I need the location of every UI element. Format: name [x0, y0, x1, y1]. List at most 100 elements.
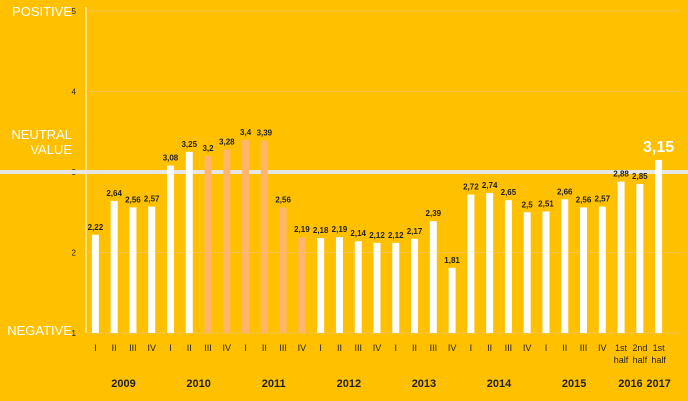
bar-value-label: 2,57	[595, 195, 611, 204]
x-tick-label: III	[354, 343, 362, 353]
bar-value-label: 2,57	[144, 195, 160, 204]
bar	[542, 211, 550, 333]
x-tick-label: IV	[598, 343, 607, 353]
bar	[504, 200, 512, 333]
x-tick-label: III	[505, 343, 513, 353]
year-label: 2011	[262, 378, 286, 390]
bar	[185, 151, 193, 333]
x-tick-label: I	[470, 343, 473, 353]
x-tick-label: II	[262, 343, 267, 353]
bar	[636, 184, 644, 333]
x-tick-label: III	[279, 343, 287, 353]
bar-value-label: 2,12	[369, 231, 385, 240]
x-tick-label: I	[244, 343, 247, 353]
bar-value-label: 3,39	[257, 129, 273, 138]
bar-value-label: 2,88	[613, 170, 629, 179]
x-tick-label: I	[545, 343, 548, 353]
bar	[617, 181, 625, 333]
bar	[561, 199, 569, 333]
bar-value-label: 2,12	[388, 231, 404, 240]
y-tick-label: 4	[72, 88, 77, 97]
bar	[223, 149, 231, 333]
bar-value-label: 3,15	[643, 139, 674, 156]
year-label: 2009	[111, 378, 135, 390]
x-tick-label: IV	[147, 343, 156, 353]
x-tick-label: I	[94, 343, 97, 353]
bar-value-label: 2,66	[557, 187, 573, 196]
x-tick-label: IV	[223, 343, 232, 353]
bar	[392, 242, 400, 333]
bar-value-label: 3,25	[181, 140, 197, 149]
x-tick-label: III	[580, 343, 588, 353]
bar-value-label: 2,72	[463, 183, 479, 192]
x-tick-label: II	[487, 343, 492, 353]
bar-value-label: 2,64	[106, 189, 122, 198]
bar	[411, 238, 419, 333]
x-tick-label: III	[129, 343, 137, 353]
bar	[204, 155, 212, 333]
x-tick-label: 1st	[615, 343, 628, 353]
bar-value-label: 2,56	[576, 195, 592, 204]
x-tick-label: II	[112, 343, 117, 353]
y-tick-label: 5	[72, 7, 77, 16]
year-label: 2015	[562, 378, 586, 390]
bar	[298, 237, 306, 333]
year-label: 2012	[337, 378, 361, 390]
bar	[448, 267, 456, 333]
x-tick-label: half	[633, 355, 648, 365]
bar	[580, 207, 588, 333]
bar	[129, 207, 137, 333]
bar	[317, 238, 325, 333]
bar	[486, 192, 494, 333]
x-tick-label: II	[562, 343, 567, 353]
bar-value-label: 2,19	[332, 225, 348, 234]
x-tick-label: IV	[373, 343, 382, 353]
bar-value-label: 2,14	[350, 229, 366, 238]
bar	[429, 221, 437, 333]
x-tick-label: I	[319, 343, 322, 353]
bar-value-label: 2,56	[275, 195, 291, 204]
x-tick-label: half	[614, 355, 629, 365]
x-tick-label: IV	[448, 343, 457, 353]
x-tick-label: IV	[298, 343, 307, 353]
year-label: 2017	[646, 378, 670, 390]
bar-value-label: 2,22	[88, 223, 104, 232]
x-tick-label: 2nd	[632, 343, 647, 353]
x-tick-label: IV	[523, 343, 532, 353]
x-tick-label: II	[337, 343, 342, 353]
bar	[354, 241, 362, 333]
bar-value-label: 2,39	[426, 209, 442, 218]
x-tick-label: III	[430, 343, 438, 353]
x-tick-label: 1st	[653, 343, 666, 353]
bar-value-label: 2,18	[313, 226, 329, 235]
bar	[242, 139, 250, 333]
bar	[655, 159, 663, 333]
bar-value-label: 1,81	[444, 256, 460, 265]
y-tick-label: 1	[72, 329, 77, 338]
bar-value-label: 2,51	[538, 199, 554, 208]
bar-value-label: 2,19	[294, 225, 310, 234]
x-tick-label: I	[169, 343, 172, 353]
positive-label: POSITIVE	[12, 4, 72, 19]
bar	[335, 237, 343, 333]
neutral-label-line1: NEUTRAL	[11, 127, 72, 142]
bar	[91, 234, 99, 333]
year-label: 2016	[618, 378, 642, 390]
bar-value-label: 3,2	[202, 144, 214, 153]
bar-value-label: 2,17	[407, 227, 423, 236]
year-label: 2010	[186, 378, 210, 390]
y-tick-label: 2	[72, 249, 77, 258]
bar-value-label: 2,56	[125, 195, 141, 204]
neutral-label-line2: VALUE	[30, 142, 72, 157]
bar	[166, 165, 174, 333]
negative-label: NEGATIVE	[7, 323, 72, 338]
bar	[260, 140, 268, 333]
bar	[467, 194, 475, 333]
neutral-value-label: NEUTRAL VALUE	[0, 127, 72, 157]
bar-value-label: 3,4	[240, 128, 252, 137]
bar-value-label: 3,08	[163, 154, 179, 163]
x-tick-label: III	[204, 343, 212, 353]
year-label: 2014	[487, 378, 512, 390]
